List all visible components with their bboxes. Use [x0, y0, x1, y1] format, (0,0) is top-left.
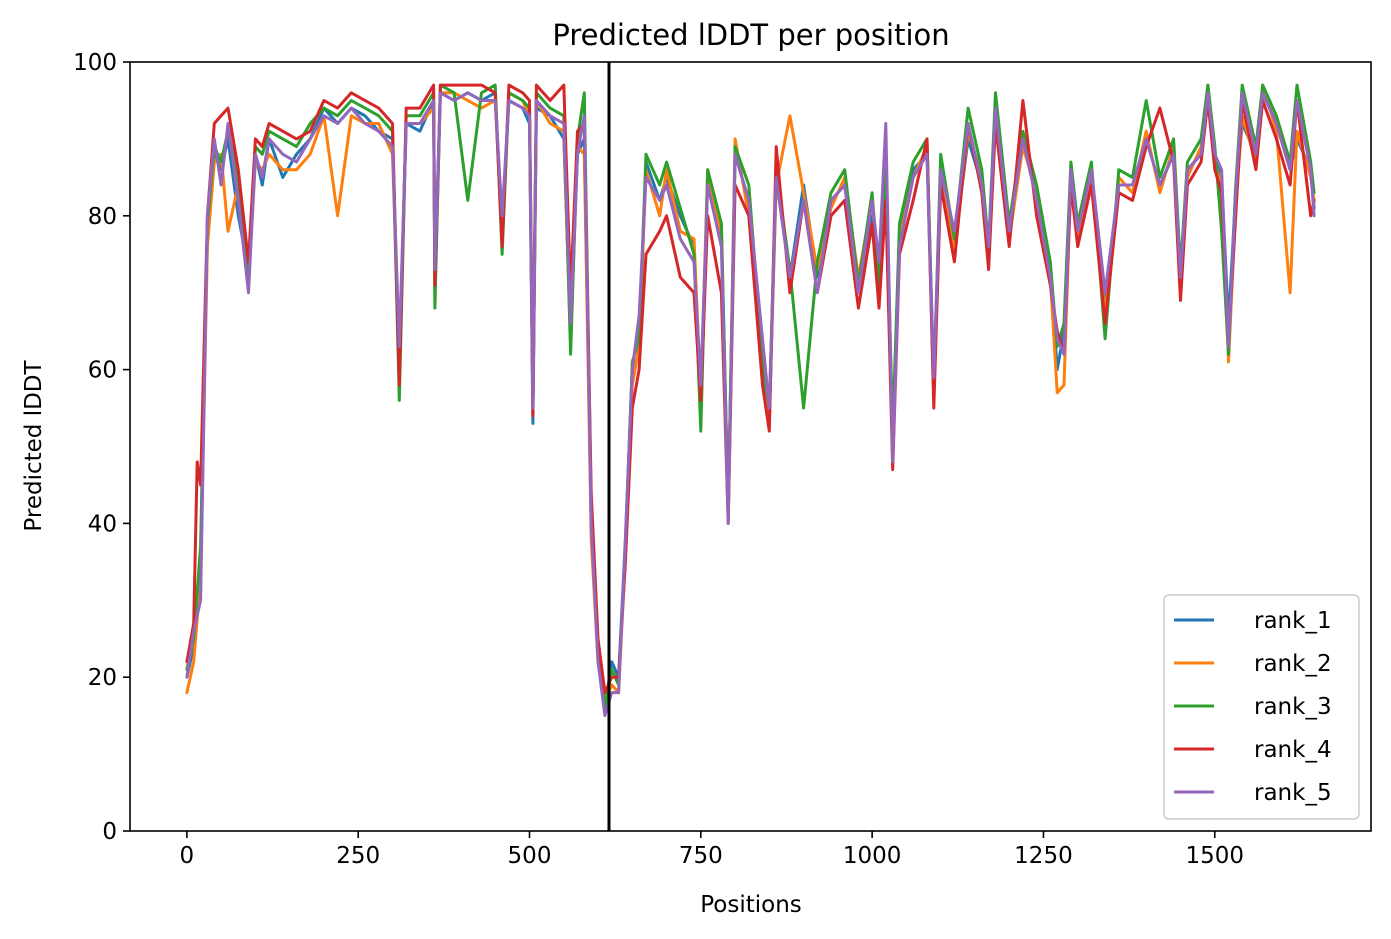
y-tick-label: 0	[102, 819, 117, 845]
legend-label-rank_3: rank_3	[1254, 694, 1332, 720]
x-tick-label: 1000	[843, 843, 902, 869]
plot-frame	[129, 61, 1372, 832]
legend-label-rank_5: rank_5	[1254, 780, 1332, 806]
ticks-layer: 0 250 500 750 1000 1250 1500 0 20 40 60 80 100	[73, 50, 1244, 869]
series-layer	[185, 83, 1316, 718]
legend-label-rank_1: rank_1	[1254, 608, 1332, 634]
series-line-rank_4	[185, 83, 1316, 695]
legend-label-rank_2: rank_2	[1254, 651, 1332, 677]
chart-title: Predicted lDDT per position	[552, 18, 949, 52]
x-tick-label: 1250	[1014, 843, 1073, 869]
x-tick-label: 250	[336, 843, 380, 869]
y-tick-label: 20	[88, 665, 117, 691]
x-tick-label: 0	[180, 843, 195, 869]
y-tick-label: 80	[88, 204, 117, 230]
y-tick-label: 100	[73, 50, 117, 76]
series-line-rank_5	[185, 91, 1316, 718]
legend-box	[1163, 594, 1360, 820]
x-axis-label: Positions	[700, 892, 802, 918]
legend: rank_1 rank_2 rank_3 rank_4 rank_5	[1163, 594, 1360, 820]
y-tick-label: 60	[88, 358, 117, 384]
x-tick-label: 500	[508, 843, 552, 869]
legend-label-rank_4: rank_4	[1254, 737, 1332, 763]
x-tick-label: 1500	[1185, 843, 1244, 869]
y-axis-label: Predicted lDDT	[21, 359, 47, 531]
series-line-rank_3	[185, 83, 1316, 710]
x-tick-label: 750	[679, 843, 723, 869]
y-tick-label: 40	[88, 511, 117, 537]
